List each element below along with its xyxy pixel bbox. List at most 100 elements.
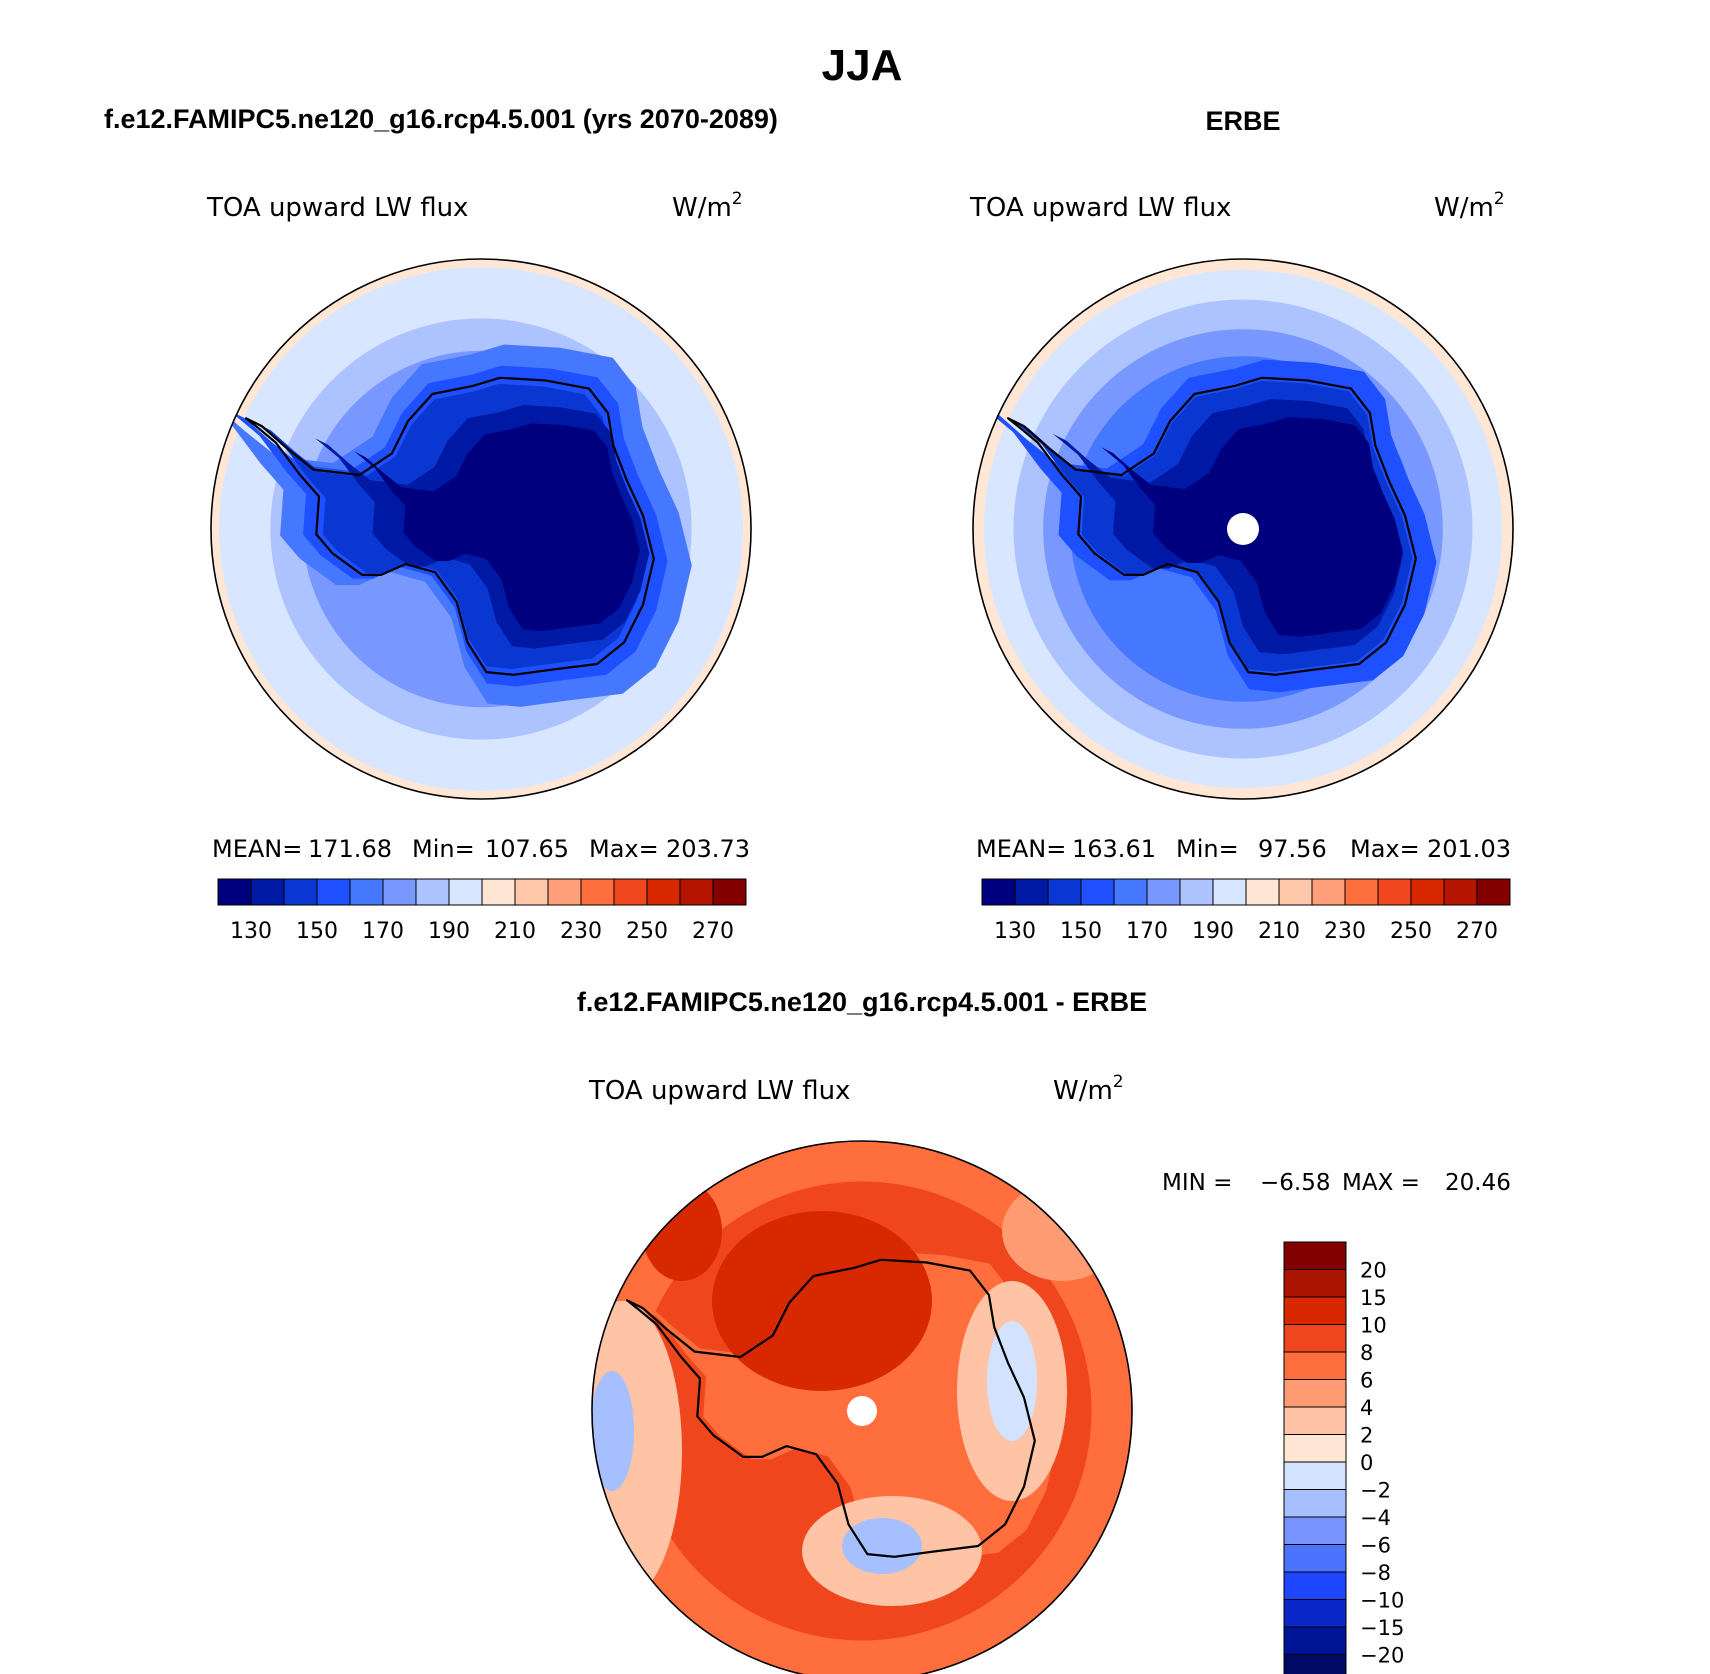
colorbar-swatch [547, 878, 582, 906]
colorbar-swatch [1179, 878, 1214, 906]
min-value: −6.58 [1260, 1170, 1330, 1196]
missing-data-pole [1227, 513, 1259, 545]
colorbar-swatch [1283, 1324, 1347, 1353]
colorbar-swatch [448, 878, 483, 906]
colorbar-tick-label: 210 [494, 919, 536, 944]
contour-field [211, 259, 751, 799]
colorbar-swatch [1311, 878, 1346, 906]
colorbar-swatch [1283, 1654, 1347, 1674]
colorbar-tick-label: −20 [1360, 1644, 1404, 1668]
colorbar-swatch [382, 878, 417, 906]
stats-line: MEAN= 163.61 Min= 97.56 Max= 201.03 [976, 835, 1511, 863]
colorbar-swatch [1283, 1434, 1347, 1463]
colorbar-swatch [712, 878, 747, 906]
coastline [1006, 376, 1417, 676]
polar-map [591, 1140, 1133, 1674]
missing-data-pole [847, 1396, 877, 1426]
coastline [245, 376, 655, 676]
colorbar-swatch [1283, 1379, 1347, 1408]
colorbar-tick-label: 0 [1360, 1451, 1373, 1475]
colorbar-swatch [349, 878, 384, 906]
stats-line: MEAN= 171.68 Min= 107.65 Max= 203.73 [212, 835, 750, 863]
mean-label: MEAN= [976, 835, 1066, 863]
colorbar-swatch [1146, 878, 1181, 906]
colorbar-tick-label: 230 [1324, 919, 1366, 944]
colorbar-tick-label: −8 [1360, 1561, 1391, 1585]
colorbar-swatch [1080, 878, 1115, 906]
diff-band-4 [592, 1371, 634, 1491]
colorbar-swatch [1443, 878, 1478, 906]
min-value: 107.65 [485, 835, 569, 863]
map-boundary [210, 258, 752, 800]
max-value: 201.03 [1427, 835, 1511, 863]
colorbar: 130 150 170 190 210 230 250 270 [217, 878, 747, 944]
colorbar-swatch [1283, 1516, 1347, 1545]
colorbar-tick-label: 10 [1360, 1314, 1387, 1338]
min-value: 97.56 [1258, 835, 1327, 863]
colorbar-swatch [1283, 1351, 1347, 1380]
colorbar-tick-label: 6 [1360, 1369, 1373, 1393]
variable-label: TOA upward LW flux [969, 193, 1231, 223]
colorbar-swatch [217, 878, 252, 906]
colorbar-tick-label: 250 [1390, 919, 1432, 944]
colorbar-tick-label: 150 [1060, 919, 1102, 944]
colorbar-swatch [1283, 1626, 1347, 1655]
colorbar-swatch [250, 878, 285, 906]
min-label: Min= [412, 835, 475, 863]
colorbar-swatch [1283, 1241, 1347, 1270]
colorbar-swatch [415, 878, 450, 906]
colorbar-tick-label: 230 [560, 919, 602, 944]
diff-band-2 [629, 1252, 1058, 1565]
max-value: 20.46 [1445, 1170, 1511, 1196]
coastline [625, 1258, 1036, 1558]
colorbar-tick-label: 190 [428, 919, 470, 944]
colorbar-swatch [1047, 878, 1082, 906]
colorbar-swatch [1245, 878, 1280, 906]
colorbar-tick-label: −4 [1360, 1506, 1391, 1530]
panel-model: f.e12.FAMIPC5.ne120_g16.rcp4.5.001 (yrs … [104, 104, 778, 944]
contour-field [592, 1141, 1132, 1674]
variable-label: TOA upward LW flux [588, 1076, 850, 1106]
colorbar-tick-label: −10 [1360, 1589, 1404, 1613]
colorbar-swatch [1283, 1269, 1347, 1298]
max-label: Max= [589, 835, 659, 863]
mean-value: 171.68 [308, 835, 392, 863]
colorbar: 130 150 170 190 210 230 250 270 [981, 878, 1511, 944]
colorbar-tick-label: 130 [994, 919, 1036, 944]
colorbar-swatch [1283, 1544, 1347, 1573]
colorbar-tick-label: 190 [1192, 919, 1234, 944]
min-max-line: MIN = −6.58 MAX = 20.46 [1162, 1170, 1511, 1196]
panel-difference: f.e12.FAMIPC5.ne120_g16.rcp4.5.001 - ERB… [577, 987, 1511, 1674]
colorbar-tick-label: 2 [1360, 1424, 1373, 1448]
colorbar-swatch [1344, 878, 1379, 906]
colorbar-swatch [1212, 878, 1247, 906]
antarctica-coastline [625, 1258, 1036, 1558]
colorbar-tick-label: 150 [296, 919, 338, 944]
panel-title: f.e12.FAMIPC5.ne120_g16.rcp4.5.001 - ERB… [577, 987, 1147, 1017]
mean-value: 163.61 [1072, 835, 1156, 863]
colorbar-swatch [1377, 878, 1412, 906]
diff-band-8 [842, 1518, 922, 1574]
colorbar-swatch [481, 878, 516, 906]
units-label: W/m2 [1053, 1072, 1124, 1106]
units-label: W/m2 [1434, 189, 1505, 223]
min-label: Min= [1176, 835, 1239, 863]
colorbar-swatch [316, 878, 351, 906]
colorbar-swatch [283, 878, 318, 906]
contour-band-a-8 [354, 423, 640, 632]
figure-title: JJA [822, 41, 903, 90]
colorbar-swatch [1283, 1461, 1347, 1490]
panel-title: ERBE [1205, 106, 1280, 136]
colorbar-tick-label: −15 [1360, 1616, 1404, 1640]
max-label: Max= [1350, 835, 1420, 863]
colorbar-swatch [1278, 878, 1313, 906]
colorbar-swatch [514, 878, 549, 906]
units-label: W/m2 [672, 189, 743, 223]
colorbar-swatch [1283, 1406, 1347, 1435]
colorbar-swatch [1476, 878, 1511, 906]
colorbar-swatch [613, 878, 648, 906]
max-value: 203.73 [666, 835, 750, 863]
colorbar-swatch [1283, 1571, 1347, 1600]
